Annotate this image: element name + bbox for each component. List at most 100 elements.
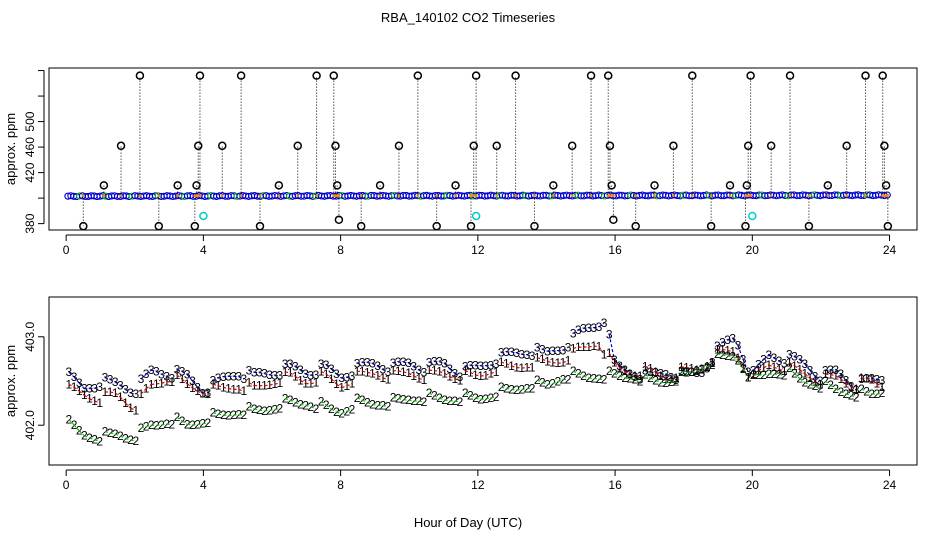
spike-point	[334, 215, 344, 225]
series-1-segment	[181, 378, 188, 385]
series-1-segment	[238, 388, 245, 392]
series-1-segment	[408, 372, 414, 377]
series-3-segment	[336, 373, 343, 379]
top-x-tick-label: 20	[746, 243, 760, 257]
series-1-point: 1	[349, 377, 356, 391]
spike-base-point	[296, 194, 300, 198]
series-2-segment	[737, 360, 744, 370]
series-2-segment	[233, 413, 239, 416]
series-1-segment	[418, 377, 425, 381]
series-2-segment	[310, 406, 317, 410]
spike-point	[669, 141, 678, 151]
spike-base-point	[746, 194, 750, 198]
series-2-segment	[536, 379, 543, 383]
spike-base-point	[672, 194, 675, 198]
series-2-segment	[650, 377, 656, 382]
series-3-segment	[403, 361, 409, 364]
spike-base-point	[337, 194, 341, 198]
series-2-segment	[516, 388, 522, 391]
series-1-segment	[573, 346, 579, 349]
series-3-point: 3	[96, 380, 103, 394]
series-2-segment	[187, 423, 193, 426]
series-1-point: 1	[493, 365, 500, 379]
top-x-tick-label: 0	[63, 243, 70, 257]
series-1-segment	[78, 390, 85, 396]
series-3-point: 3	[529, 349, 536, 363]
series-3-point: 3	[879, 373, 886, 387]
spike-base-point	[198, 194, 202, 198]
series-2-segment	[608, 370, 615, 375]
series-1-segment	[845, 382, 852, 388]
series-1-segment	[871, 379, 878, 384]
cyan-point	[471, 211, 481, 221]
spike-point	[413, 71, 423, 80]
series-2-segment	[259, 409, 265, 412]
series-1-segment	[336, 383, 342, 389]
series-1-segment	[809, 377, 816, 383]
series-1-segment	[804, 373, 811, 379]
series-2-point: 2	[96, 435, 103, 449]
series-1-segment	[434, 369, 440, 373]
series-3-segment	[701, 368, 708, 374]
series-1-segment	[248, 382, 255, 387]
series-2-segment	[434, 395, 440, 399]
series-2-segment	[418, 400, 425, 403]
spike-point	[567, 141, 577, 151]
series-3-segment	[809, 370, 816, 377]
series-3-segment	[562, 346, 569, 351]
series-2-point: 2	[565, 373, 572, 387]
series-3-segment	[119, 385, 126, 391]
series-1-segment	[737, 357, 744, 369]
series-2-segment	[217, 413, 224, 416]
top-x-tick-label: 24	[883, 243, 897, 257]
series-2-segment	[578, 373, 584, 377]
series-2-segment	[804, 381, 811, 386]
spike-point	[331, 141, 340, 151]
series-1-segment	[223, 386, 229, 390]
series-1-segment	[814, 380, 821, 386]
series-2-segment	[788, 367, 795, 374]
series-2-segment	[439, 397, 445, 401]
series-2-segment	[120, 435, 126, 439]
series-3-segment	[372, 363, 378, 367]
spike-point	[116, 141, 126, 151]
series-2-segment	[490, 396, 497, 399]
series-2-segment	[356, 397, 363, 401]
series-1-point: 1	[601, 348, 608, 362]
series-2-point: 2	[601, 373, 608, 387]
series-2-segment	[289, 399, 296, 404]
series-1-segment	[613, 362, 620, 368]
spike-base-point	[378, 194, 382, 198]
series-2-segment	[274, 408, 280, 410]
series-1-segment	[140, 388, 147, 395]
series-2-point: 2	[132, 434, 139, 448]
spike-base-point	[653, 194, 656, 198]
series-3-point: 3	[385, 365, 392, 379]
series-2-segment	[284, 398, 291, 401]
series-2-segment	[254, 408, 260, 411]
series-1-segment	[439, 370, 445, 374]
series-3-segment	[259, 372, 265, 375]
cyan-point	[199, 211, 208, 221]
series-1-segment	[480, 374, 486, 377]
series-2-segment	[835, 388, 842, 393]
series-2-segment	[655, 380, 661, 383]
series-1-segment	[645, 365, 651, 369]
spike-point	[609, 215, 618, 225]
series-2-point: 2	[277, 402, 284, 416]
series-2-segment	[269, 408, 275, 411]
series-3-segment	[845, 380, 852, 387]
series-3-segment	[248, 369, 255, 373]
spike-point	[688, 71, 697, 80]
series-3-segment	[161, 373, 167, 377]
series-1-segment	[320, 371, 327, 375]
series-3-segment	[289, 363, 296, 368]
series-1-segment	[289, 372, 296, 377]
series-3-point: 3	[313, 368, 320, 382]
series-3-point: 3	[673, 373, 680, 387]
series-2-segment	[238, 413, 244, 416]
series-2-segment	[701, 366, 708, 370]
series-3-segment	[778, 360, 785, 364]
series-1-segment	[89, 398, 95, 402]
series-1-segment	[300, 379, 306, 385]
